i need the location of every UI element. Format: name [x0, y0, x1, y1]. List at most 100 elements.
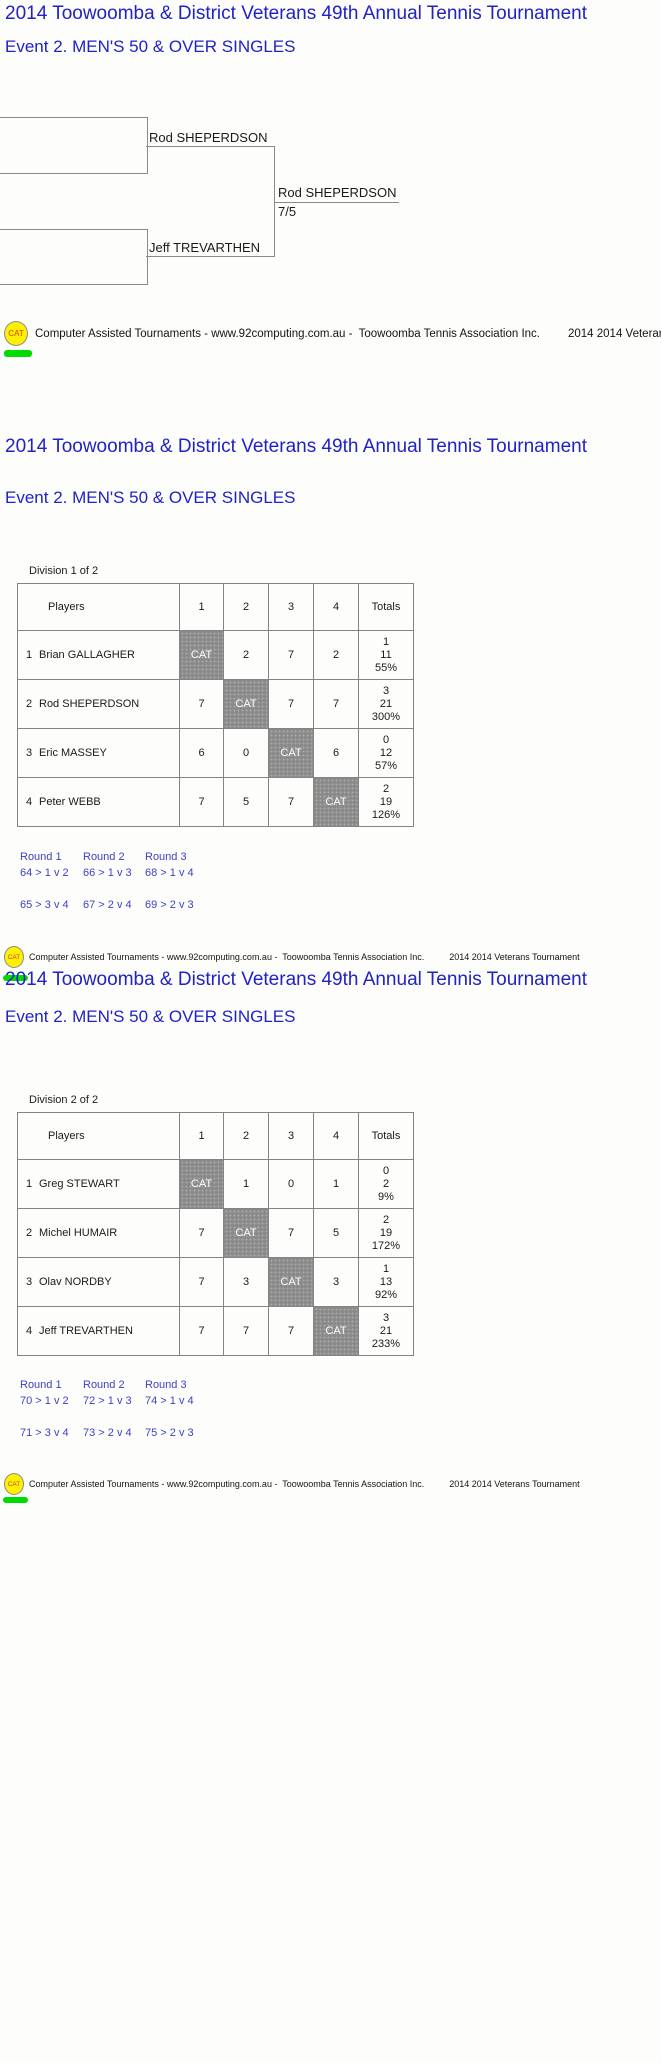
event-title: Event 2. MEN'S 50 & OVER SINGLES — [5, 488, 296, 507]
round-match: 71 > 3 v 4 — [20, 1427, 69, 1439]
round-match: 69 > 2 v 3 — [145, 899, 194, 911]
round-match: 65 > 3 v 4 — [20, 899, 69, 911]
footer-text: Computer Assisted Tournaments - www.92co… — [35, 327, 540, 340]
score-cell: 7 — [179, 1306, 224, 1356]
round-match: 64 > 1 v 2 — [20, 867, 69, 879]
round-match: 74 > 1 v 4 — [145, 1395, 194, 1407]
player-rank: 4 — [26, 1325, 33, 1337]
cat-logo-icon: CAT — [4, 1473, 24, 1495]
round-header: Round 3 — [145, 1379, 187, 1391]
cat-logo-icon: CAT — [4, 946, 24, 968]
player-name: Peter WEBB — [39, 796, 101, 808]
score-cell: 7 — [268, 1208, 314, 1258]
total-games: 19 — [379, 1226, 393, 1239]
total-wins: 3 — [382, 1311, 390, 1324]
player-rank: 3 — [26, 1276, 33, 1288]
round-header: Round 2 — [83, 1379, 125, 1391]
cat-cell: CAT — [223, 679, 269, 729]
player-row: 2 Rod SHEPERDSON 7 CAT 7 7 3 21 300% — [17, 679, 414, 729]
player-row: 1 Brian GALLAGHER CAT 2 7 2 1 11 55% — [17, 630, 414, 680]
player-name: Rod SHEPERDSON — [39, 698, 140, 710]
score-cell: 1 — [313, 1159, 359, 1209]
total-percent: 9% — [378, 1190, 394, 1203]
score-cell: 5 — [223, 777, 269, 827]
total-games: 21 — [379, 697, 393, 710]
column-header: Totals — [358, 583, 414, 631]
score-cell: 7 — [313, 679, 359, 729]
header-row: Players 1 2 3 4 Totals — [17, 583, 414, 631]
cat-cell: CAT — [313, 777, 359, 827]
round-match: 72 > 1 v 3 — [83, 1395, 132, 1407]
totals-cell: 2 19 172% — [358, 1208, 414, 1258]
total-wins: 1 — [382, 1262, 390, 1275]
player-rank: 3 — [26, 747, 33, 759]
score-cell: 7 — [179, 679, 224, 729]
player-cell: 4 Jeff TREVARTHEN — [17, 1306, 180, 1356]
player-rank: 2 — [26, 1227, 33, 1239]
cat-cell: CAT — [179, 1159, 224, 1209]
event-title: Event 2. MEN'S 50 & OVER SINGLES — [5, 37, 296, 56]
division-label: Division 2 of 2 — [29, 1094, 99, 1106]
totals-cell: 0 2 9% — [358, 1159, 414, 1209]
round-match: 68 > 1 v 4 — [145, 867, 194, 879]
total-wins: 2 — [382, 782, 390, 795]
score-cell: 2 — [223, 630, 269, 680]
score-cell: 6 — [313, 728, 359, 778]
bracket-line — [146, 146, 275, 147]
score-cell: 7 — [268, 630, 314, 680]
column-header: 2 — [223, 583, 269, 631]
division-2-table: Players 1 2 3 4 Totals 1 Greg STEWART CAT… — [17, 1112, 414, 1356]
player-cell: 3 Eric MASSEY — [17, 728, 180, 778]
cat-cell: CAT — [268, 728, 314, 778]
total-percent: 92% — [374, 1288, 398, 1301]
score-cell: 0 — [268, 1159, 314, 1209]
player-cell: 2 Michel HUMAIR — [17, 1208, 180, 1258]
total-percent: 57% — [374, 759, 398, 772]
player-name: Eric MASSEY — [39, 747, 107, 759]
total-games: 2 — [382, 1177, 390, 1190]
bracket-winner-name: Rod SHEPERDSON — [278, 185, 397, 200]
round-header: Round 1 — [20, 1379, 62, 1391]
player-name: Brian GALLAGHER — [39, 649, 135, 661]
score-cell: 7 — [179, 1257, 224, 1307]
player-row: 3 Eric MASSEY 6 0 CAT 6 0 12 57% — [17, 728, 414, 778]
player-name: Jeff TREVARTHEN — [39, 1325, 133, 1337]
round-match: 66 > 1 v 3 — [83, 867, 132, 879]
cat-footer: CAT Computer Assisted Tournaments - www.… — [4, 1473, 580, 1495]
score-cell: 7 — [179, 777, 224, 827]
footer-tournament-name: 2014 2014 Veterans Tournament — [567, 327, 661, 340]
total-percent: 126% — [371, 808, 401, 821]
total-percent: 300% — [371, 710, 401, 723]
player-cell: 1 Brian GALLAGHER — [17, 630, 180, 680]
column-header: Players — [17, 583, 180, 631]
bracket-final-score: 7/5 — [278, 204, 297, 219]
footer-text: Computer Assisted Tournaments - www.92co… — [29, 1479, 425, 1489]
score-cell: 1 — [223, 1159, 269, 1209]
total-percent: 172% — [371, 1239, 401, 1252]
round-match: 73 > 2 v 4 — [83, 1427, 132, 1439]
total-wins: 3 — [382, 684, 390, 697]
bracket-line — [274, 146, 275, 257]
column-header: 2 — [223, 1112, 269, 1160]
page-title: 2014 Toowoomba & District Veterans 49th … — [5, 436, 587, 457]
totals-cell: 2 19 126% — [358, 777, 414, 827]
bracket-player1-name: Rod SHEPERDSON — [149, 130, 268, 145]
score-cell: 2 — [313, 630, 359, 680]
round-match: 70 > 1 v 2 — [20, 1395, 69, 1407]
column-header: 4 — [313, 1112, 359, 1160]
total-percent: 233% — [371, 1337, 401, 1350]
page-title: 2014 Toowoomba & District Veterans 49th … — [5, 969, 587, 990]
cat-cell: CAT — [268, 1257, 314, 1307]
bracket-line — [274, 202, 399, 203]
cat-logo-text: CAT — [8, 329, 24, 338]
green-underline-bar — [3, 975, 28, 981]
player-rank: 1 — [26, 649, 33, 661]
total-games: 21 — [379, 1324, 393, 1337]
player-row: 2 Michel HUMAIR 7 CAT 7 5 2 19 172% — [17, 1208, 414, 1258]
player-name: Olav NORDBY — [39, 1276, 112, 1288]
bracket-slot-box-bottom — [0, 229, 148, 285]
player-cell: 2 Rod SHEPERDSON — [17, 679, 180, 729]
green-underline-bar — [4, 350, 32, 357]
score-cell: 7 — [179, 1208, 224, 1258]
